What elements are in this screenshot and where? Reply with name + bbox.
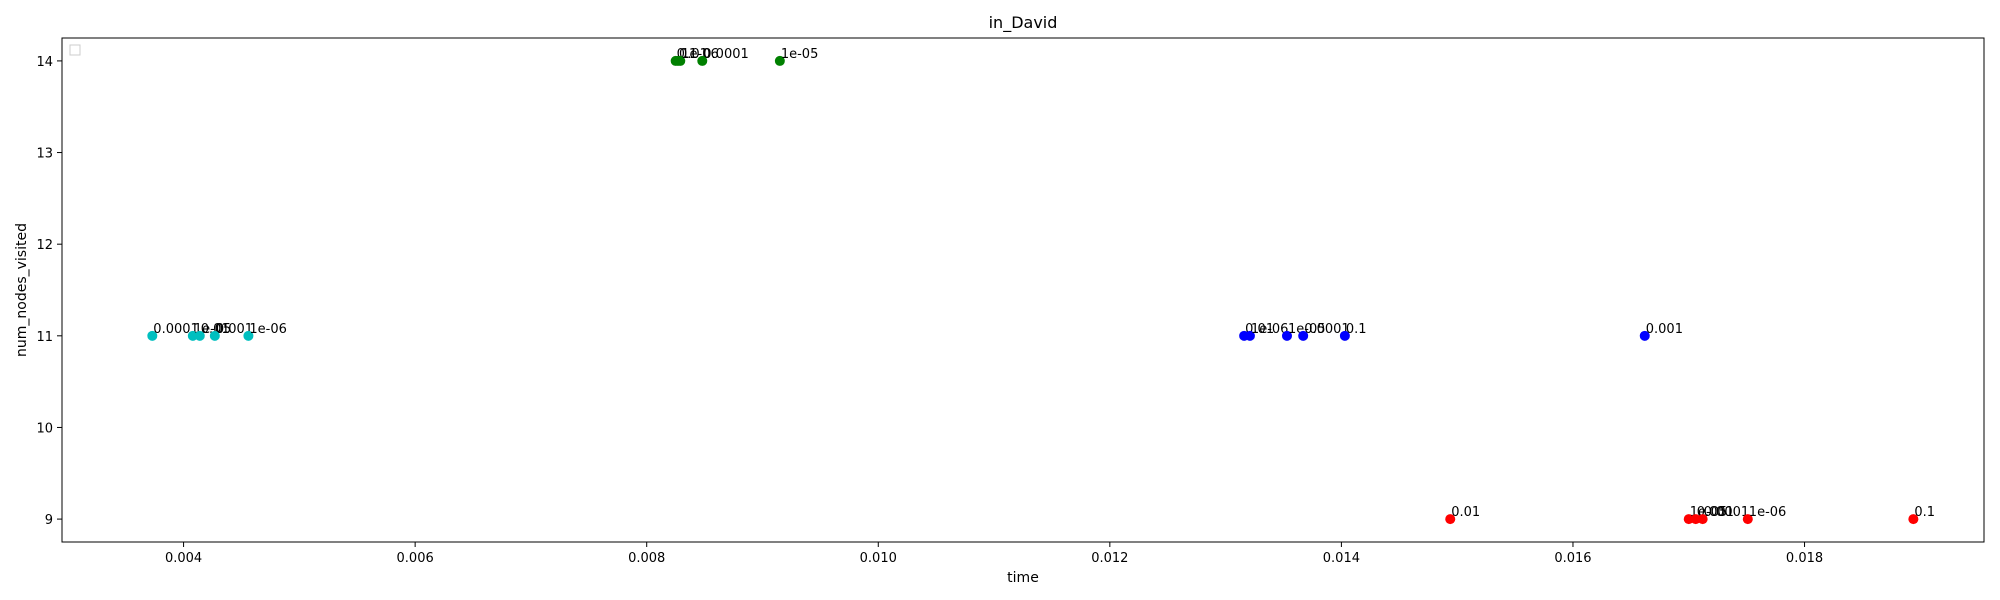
data-label: 1e-05 xyxy=(781,47,819,62)
data-label: 1e-06 xyxy=(249,322,287,337)
data-label: 0.0001 xyxy=(153,322,199,337)
data-label: 1e-05 xyxy=(1288,322,1326,337)
x-axis-ticks: 0.004 0.006 0.008 0.010 0.012 0.014 0.016 0.018 xyxy=(165,542,1823,566)
data-point xyxy=(1445,514,1456,525)
x-axis-label: time xyxy=(1007,570,1039,586)
y-tick-label: 14 xyxy=(36,55,53,70)
data-label: 1e-06 xyxy=(1251,322,1289,337)
y-tick-label: 12 xyxy=(36,238,53,253)
x-tick-label: 0.008 xyxy=(628,551,665,566)
data-point xyxy=(697,55,708,66)
data-label: 0.001 xyxy=(216,322,253,337)
data-point xyxy=(774,55,785,66)
data-point xyxy=(1639,330,1650,341)
data-label: 0.1 xyxy=(1914,505,1935,520)
data-point xyxy=(1683,514,1694,525)
x-tick-label: 0.010 xyxy=(860,551,897,566)
y-tick-label: 9 xyxy=(45,513,53,528)
data-point xyxy=(209,330,220,341)
y-axis-label: num_nodes_visited xyxy=(14,223,30,357)
x-tick-label: 0.004 xyxy=(165,551,202,566)
x-tick-label: 0.006 xyxy=(397,551,434,566)
data-label: 0.001 xyxy=(1646,322,1683,337)
data-label: 1e-06 xyxy=(1749,505,1787,520)
data-point xyxy=(675,55,686,66)
data-point xyxy=(1690,514,1701,525)
data-point xyxy=(147,330,158,341)
data-label: 0.01 xyxy=(1451,505,1480,520)
chart-title: in_David xyxy=(989,13,1058,33)
data-point xyxy=(1742,514,1753,525)
data-label: 0.1 xyxy=(1346,322,1367,337)
data-point xyxy=(1908,514,1919,525)
data-label: 0.0001 xyxy=(1304,322,1350,337)
data-point xyxy=(1697,514,1708,525)
data-points: 0.00011e-050.010.0011e-060.10.011e-060.0… xyxy=(147,47,1935,525)
x-tick-label: 0.016 xyxy=(1554,551,1591,566)
data-point xyxy=(1244,330,1255,341)
data-point xyxy=(1298,330,1309,341)
x-tick-label: 0.014 xyxy=(1323,551,1360,566)
y-tick-label: 11 xyxy=(36,330,53,345)
x-tick-label: 0.012 xyxy=(1091,551,1128,566)
data-label: 1e-06 xyxy=(681,47,719,62)
data-point xyxy=(1281,330,1292,341)
empty-legend-box xyxy=(69,44,81,56)
data-label: 0.01 xyxy=(201,322,230,337)
plot-area-frame xyxy=(61,37,1985,543)
y-tick-label: 10 xyxy=(36,421,53,436)
y-tick-label: 13 xyxy=(36,147,53,162)
y-axis-ticks: 9 10 11 12 13 14 xyxy=(36,55,62,528)
data-point xyxy=(1339,330,1350,341)
data-label: 0.0001 xyxy=(703,47,749,62)
data-point xyxy=(243,330,254,341)
data-point xyxy=(194,330,205,341)
data-label: 0.0001 xyxy=(1704,505,1750,520)
x-tick-label: 0.018 xyxy=(1786,551,1823,566)
data-point xyxy=(187,330,198,341)
